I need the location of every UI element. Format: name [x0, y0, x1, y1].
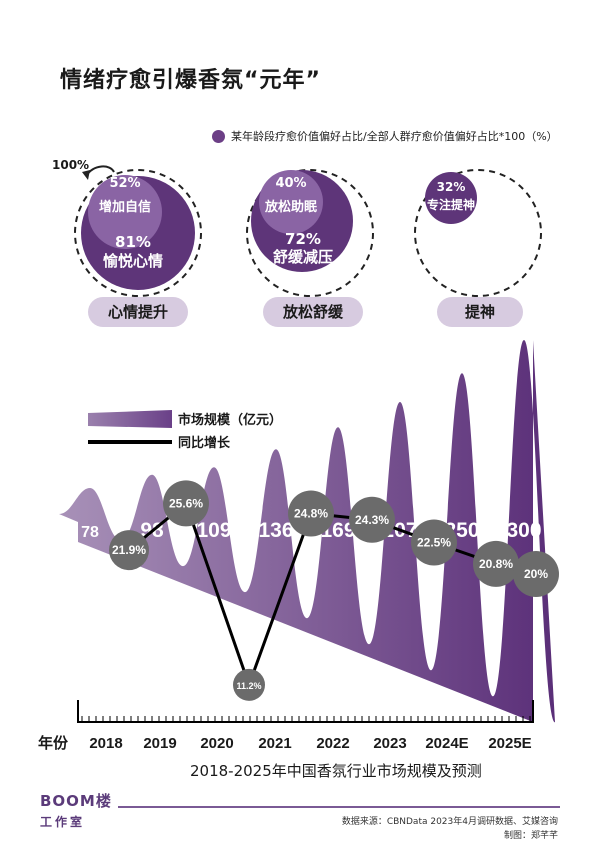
footer-rule — [118, 806, 560, 808]
growth-label: 20% — [524, 567, 548, 581]
ring-focus — [414, 169, 542, 297]
x-tick-label: 2019 — [143, 735, 176, 752]
ring-inner-label: 专注提神 — [426, 198, 475, 212]
data-source: 数据来源：CBNData 2023年4月调研数据、艾媒咨询 — [341, 817, 558, 827]
legend-area-label: 市场规模（亿元） — [178, 412, 282, 427]
growth-point — [163, 480, 209, 527]
growth-label: 20.8% — [479, 557, 513, 571]
ring-inner-pct: 52% — [109, 176, 141, 191]
ring-inner-pct: 40% — [275, 176, 307, 191]
growth-points: 21.9% 25.6% 11.2% 24.8% 24.3% 22.5% 20.8% 20% — [109, 480, 559, 701]
legend-area-swatch — [88, 410, 172, 428]
tag-focus: 提神 — [437, 297, 523, 327]
page-title: 情绪疗愈引爆香氛“元年” — [60, 68, 321, 93]
ring-inner-disc — [425, 172, 477, 224]
x-tick-labels: 2018 2019 2020 2021 2022 2023 2024E 2025E — [89, 735, 531, 752]
x-tick-label: 2024E — [425, 735, 468, 752]
ring-inner-pct: 32% — [436, 180, 466, 194]
ring-outer-label: 愉悦心情 — [102, 252, 163, 270]
brand-logo: BOOM楼 工作室 — [40, 790, 120, 830]
ring-legend-note: 某年龄段疗愈价值偏好占比/全部人群疗愈价值偏好占比*100（%） — [231, 130, 558, 143]
growth-point — [233, 668, 265, 701]
ring-inner-label: 增加自信 — [98, 200, 151, 215]
chart-author: 制图：郑芊芊 — [503, 831, 558, 841]
ring-inner-label: 放松助眠 — [264, 200, 317, 215]
chart-subtitle: 2018-2025年中国香氛行业市场规模及预测 — [190, 762, 482, 780]
growth-label: 11.2% — [236, 681, 261, 691]
ring-outer-label: 舒缓减压 — [272, 248, 333, 266]
growth-label: 24.3% — [355, 513, 389, 527]
growth-point — [349, 496, 395, 543]
growth-label: 25.6% — [169, 496, 203, 510]
x-tick-label: 2023 — [373, 735, 406, 752]
area-value-label: 109 — [196, 519, 231, 542]
growth-label: 24.8% — [294, 507, 328, 521]
growth-label: 22.5% — [417, 536, 451, 550]
ring-reference-circle — [246, 169, 374, 297]
ring-reference-circle — [414, 169, 542, 297]
area-series — [59, 340, 555, 723]
legend-line-label: 同比增长 — [178, 435, 231, 450]
brand-name: BOOM楼 — [40, 792, 112, 810]
reference-arrow-icon — [85, 165, 115, 177]
x-tick-label: 2025E — [488, 735, 531, 752]
legend-dot-icon — [212, 130, 225, 143]
area-value-label: 78 — [81, 524, 99, 541]
growth-point — [513, 551, 559, 597]
growth-point — [288, 490, 334, 537]
brand-subname: 工作室 — [40, 815, 86, 829]
ring-outer-pct: 81% — [115, 233, 151, 251]
x-tick-label: 2018 — [89, 735, 122, 752]
x-axis-ticks — [81, 716, 531, 722]
x-tick-label: 2020 — [200, 735, 233, 752]
area-value-label: 136 — [258, 519, 293, 542]
arrow-head-icon — [82, 170, 90, 180]
tag-relax: 放松舒缓 — [263, 297, 363, 327]
ring-relax — [246, 169, 374, 297]
ring-inner-disc — [88, 175, 162, 249]
area-value-label: 300 — [506, 519, 541, 542]
x-tick-label: 2022 — [316, 735, 349, 752]
ring-mood — [74, 165, 202, 297]
growth-point — [411, 519, 457, 566]
market-chart: 78 98 109 136 169 207 250 300 21.9%25.6%11.2%24… — [38, 340, 559, 752]
ring-reference-label: 100% — [52, 158, 90, 172]
ring-reference-circle — [74, 169, 202, 297]
tag-mood: 心情提升 — [88, 297, 188, 327]
x-axis-label: 年份 — [38, 734, 69, 752]
x-tick-label: 2021 — [258, 735, 291, 752]
growth-point — [109, 530, 149, 571]
growth-point — [473, 540, 519, 587]
area-lower-mask — [78, 542, 533, 722]
growth-label: 21.9% — [112, 543, 146, 557]
ring-outer-pct: 72% — [285, 230, 321, 248]
ring-inner-disc — [259, 170, 323, 234]
